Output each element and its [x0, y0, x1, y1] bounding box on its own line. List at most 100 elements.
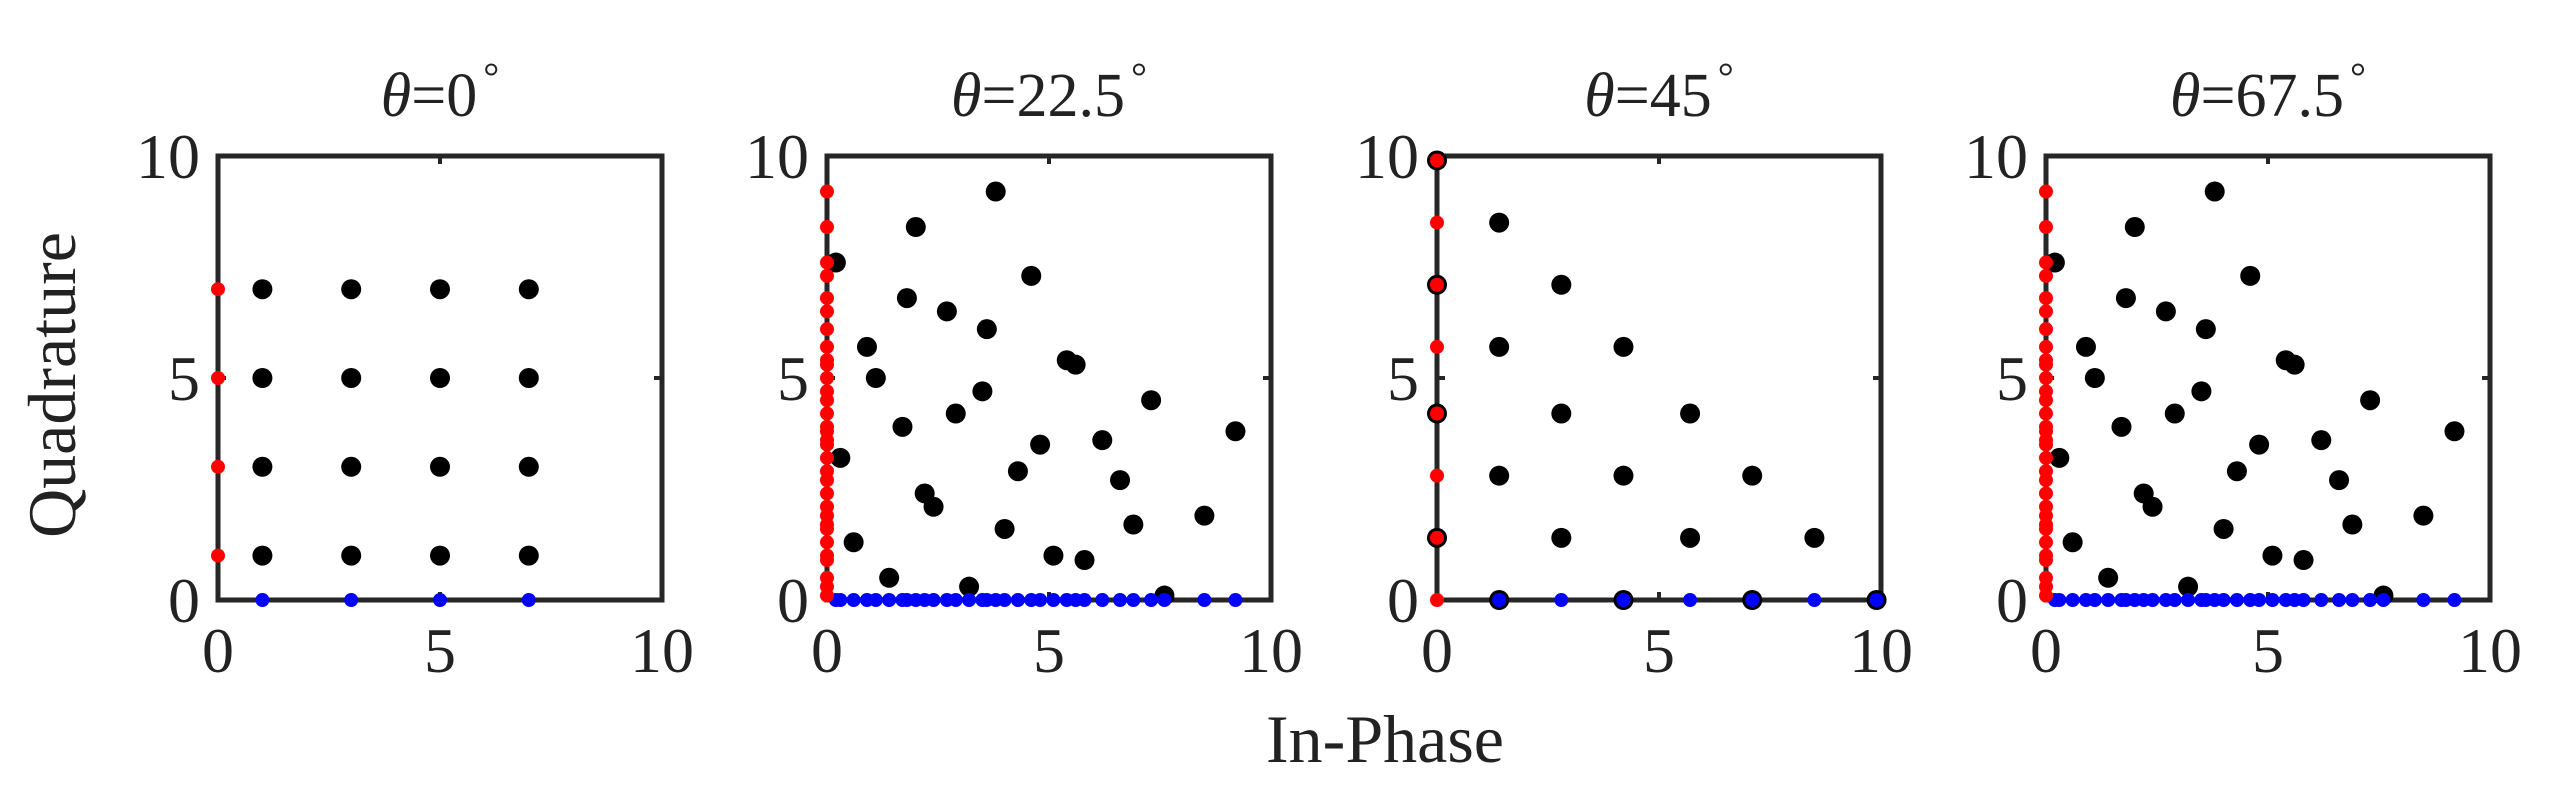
constellation-point	[865, 368, 886, 388]
constellation-point	[1613, 336, 1634, 357]
in-phase-projection-point	[2181, 593, 2196, 607]
constellation-point	[830, 447, 851, 468]
constellation-point	[976, 319, 997, 340]
quadrature-projection-point	[1430, 215, 1444, 230]
constellation-point	[1092, 430, 1113, 451]
y-tick-label: 5	[777, 343, 809, 414]
in-phase-projection-point	[1745, 593, 1760, 607]
in-phase-projection-point	[255, 593, 270, 607]
quadrature-projection-point	[2039, 371, 2053, 385]
in-phase-projection-point	[2332, 593, 2347, 607]
quadrature-projection-point	[820, 486, 834, 501]
quadrature-projection-point	[1430, 530, 1444, 545]
constellation-point	[856, 336, 877, 357]
constellation-point	[2049, 447, 2070, 468]
in-phase-projection-point	[1033, 593, 1048, 607]
y-tick-label: 5	[1996, 343, 2028, 414]
constellation-point	[936, 301, 957, 322]
quadrature-projection-point	[2039, 291, 2053, 306]
quadrature-projection-point	[820, 406, 834, 421]
quadrature-projection-point	[1430, 593, 1444, 607]
constellation-point	[879, 567, 900, 588]
quadrature-projection-point	[211, 459, 225, 474]
constellation-point	[430, 545, 450, 566]
constellation-point	[341, 279, 362, 300]
subplot-title: θ=22.5 °	[951, 54, 1147, 130]
constellation-point	[1680, 403, 1701, 424]
in-phase-projection-point	[2052, 593, 2067, 607]
y-tick-label: 10	[745, 121, 809, 192]
in-phase-projection-point	[2145, 593, 2160, 607]
x-tick-label: 10	[1239, 615, 1303, 686]
constellation-point	[1489, 336, 1510, 357]
title-symbol: θ	[381, 62, 411, 130]
quadrature-projection-point	[2039, 570, 2053, 585]
quadrature-projection-point	[2039, 535, 2053, 550]
constellation-point	[252, 456, 273, 477]
quadrature-projection-point	[211, 282, 225, 297]
subplot-title: θ=67.5 °	[2170, 54, 2366, 130]
constellation-point	[341, 368, 362, 388]
in-phase-projection-point	[1197, 593, 1212, 607]
in-phase-projection-point	[521, 593, 536, 607]
constellation-point	[892, 416, 913, 437]
constellation-point	[518, 456, 539, 477]
constellation-point	[1551, 527, 1572, 548]
constellation-point	[1489, 212, 1510, 233]
quadrature-projection-point	[820, 499, 834, 514]
title-symbol: θ	[2170, 62, 2200, 130]
constellation-point	[1074, 550, 1095, 571]
constellation-point	[1489, 465, 1510, 486]
x-tick-label: 5	[1033, 615, 1065, 686]
in-phase-projection-point	[2314, 593, 2329, 607]
constellation-point	[341, 456, 362, 477]
quadrature-projection-point	[820, 339, 834, 354]
x-tick-label: 0	[811, 615, 843, 686]
quadrature-projection-point	[2039, 464, 2053, 479]
constellation-point	[2329, 470, 2350, 491]
constellation-point	[341, 545, 362, 566]
title-value: =45	[1615, 62, 1712, 130]
constellation-point	[1680, 527, 1701, 548]
in-phase-projection-point	[2376, 593, 2391, 607]
quadrature-projection-point	[1430, 406, 1444, 421]
constellation-point	[1021, 265, 1042, 286]
quadrature-projection-point	[820, 220, 834, 235]
constellation-point	[1225, 421, 1246, 442]
y-tick-label: 5	[168, 343, 200, 414]
constellation-point	[518, 279, 539, 300]
constellation-point	[1123, 514, 1144, 535]
constellation-point	[2195, 319, 2216, 340]
constellation-point	[923, 496, 944, 517]
in-phase-projection-point	[1228, 593, 1243, 607]
in-phase-projection-point	[2065, 593, 2080, 607]
in-phase-projection-point	[2363, 593, 2378, 607]
x-tick-label: 5	[2252, 615, 2284, 686]
in-phase-projection-point	[2296, 593, 2311, 607]
quadrature-projection-point	[820, 570, 834, 585]
axes-box	[824, 153, 1274, 603]
subplot-3: 0 5 10 0 5 10 θ=45 °	[1355, 54, 1913, 686]
in-phase-projection-point	[1095, 593, 1110, 607]
quadrature-projection-point	[820, 384, 834, 399]
quadrature-projection-point	[820, 548, 834, 563]
quadrature-projection-point	[820, 371, 834, 385]
in-phase-projection-point	[1046, 593, 1061, 607]
quadrature-projection-point	[820, 291, 834, 306]
in-phase-projection-point	[2167, 593, 2182, 607]
quadrature-projection-point	[820, 184, 834, 199]
constellation-point	[896, 288, 917, 309]
constellation-point	[2360, 390, 2381, 411]
constellation-point	[2284, 354, 2305, 375]
quadrature-projection-point	[820, 450, 834, 465]
quadrature-projection-point	[2039, 255, 2053, 270]
constellation-point	[2178, 576, 2199, 597]
constellation-point	[2240, 265, 2261, 286]
constellation-point	[1551, 274, 1572, 295]
x-axis-label: In-Phase	[1266, 701, 1504, 777]
constellation-point	[2084, 368, 2105, 388]
in-phase-projection-point	[868, 593, 883, 607]
constellation-point	[1742, 465, 1763, 486]
quadrature-projection-point	[1430, 153, 1444, 168]
